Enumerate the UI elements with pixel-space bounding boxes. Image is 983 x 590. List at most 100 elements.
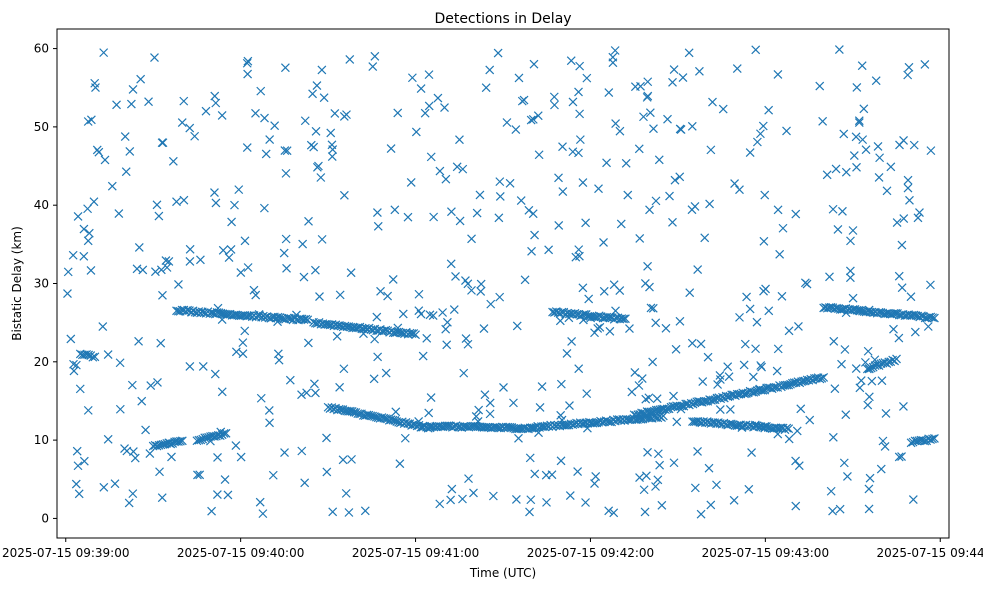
detection-point <box>297 446 307 456</box>
detection-point <box>393 108 403 118</box>
track-point <box>817 373 827 383</box>
detection-point <box>282 263 291 273</box>
detection-point <box>913 213 923 223</box>
detection-point <box>910 327 920 337</box>
detection-point <box>110 479 120 489</box>
detection-point <box>449 305 459 315</box>
detection-point <box>920 59 930 69</box>
track-point <box>819 373 829 382</box>
detection-point <box>63 289 72 298</box>
detection-point <box>854 118 864 127</box>
detection-point <box>414 306 424 316</box>
detection-point <box>735 312 744 322</box>
detection-point <box>426 152 436 162</box>
detection-point <box>281 168 291 178</box>
detection-point <box>822 170 832 180</box>
detection-point <box>582 389 592 399</box>
detection-point <box>825 272 834 282</box>
detection-point <box>541 470 551 480</box>
detection-point <box>407 73 417 83</box>
detection-point <box>258 509 268 519</box>
detection-point <box>346 268 356 278</box>
detection-point <box>630 368 640 377</box>
detection-point <box>616 219 626 229</box>
detection-point <box>777 291 787 301</box>
detection-point <box>230 200 239 210</box>
y-tick-label: 0 <box>41 511 49 525</box>
detection-point <box>906 292 916 302</box>
detection-point <box>242 143 252 152</box>
detection-point <box>512 321 522 331</box>
x-tick-label: 2025-07-15 09:39:00 <box>2 546 129 560</box>
detection-point <box>463 339 473 349</box>
detection-point <box>609 508 619 518</box>
detection-point <box>386 144 396 153</box>
detection-point <box>625 324 634 334</box>
detection-point <box>339 364 349 374</box>
detection-point <box>240 236 250 246</box>
detection-point <box>502 118 512 127</box>
detection-point <box>651 482 660 491</box>
detection-point <box>99 482 109 492</box>
x-tick-label: 2025-07-15 09:43:00 <box>702 546 829 560</box>
detection-point <box>723 362 733 372</box>
detection-point <box>772 366 782 376</box>
detection-point <box>414 289 424 299</box>
detection-point <box>424 101 434 111</box>
detection-point <box>79 456 89 466</box>
detection-point <box>68 250 78 260</box>
detection-point <box>461 334 471 343</box>
detection-point <box>488 491 498 501</box>
detection-point <box>520 275 530 285</box>
detection-point <box>615 126 625 136</box>
detection-point <box>338 455 348 465</box>
detection-point <box>238 349 248 359</box>
detection-point <box>411 127 421 137</box>
detection-point <box>121 167 131 177</box>
detection-point <box>369 374 379 384</box>
track-point <box>928 313 938 323</box>
detection-point <box>908 495 918 504</box>
track-point <box>603 417 613 427</box>
detection-point <box>280 146 290 155</box>
detection-point <box>249 285 259 295</box>
detection-point <box>476 279 486 289</box>
detection-point <box>644 393 654 403</box>
detection-point <box>285 375 295 385</box>
detection-point <box>568 147 578 157</box>
detection-point <box>495 177 505 187</box>
detection-point <box>878 436 888 446</box>
detection-point <box>388 275 398 284</box>
chart-title: Detections in Delay <box>434 11 571 27</box>
detection-point <box>422 333 432 343</box>
track-point <box>787 378 797 388</box>
detection-point <box>794 461 804 471</box>
detection-point <box>198 361 208 371</box>
detection-point <box>514 73 524 83</box>
detection-point <box>238 338 248 348</box>
detection-point <box>784 434 794 444</box>
detection-point <box>687 205 697 215</box>
detection-point <box>685 288 695 298</box>
detection-point <box>895 140 904 150</box>
detection-point <box>861 145 871 155</box>
detection-point <box>636 81 645 91</box>
detection-point <box>904 62 914 72</box>
detection-point <box>373 221 383 231</box>
detection-point <box>322 467 332 477</box>
detection-point <box>839 458 849 468</box>
track-point <box>405 328 415 338</box>
detection-point <box>474 405 484 415</box>
detection-point <box>657 500 667 510</box>
detection-point <box>242 58 252 68</box>
detection-point <box>193 470 202 480</box>
detection-point <box>574 148 583 158</box>
detection-point <box>381 368 391 378</box>
track-point <box>928 434 937 444</box>
detection-point <box>549 92 559 102</box>
detection-point <box>604 506 614 516</box>
detection-point <box>79 251 89 261</box>
detection-point <box>828 506 837 516</box>
track-point <box>892 354 901 364</box>
detection-point <box>693 265 703 275</box>
